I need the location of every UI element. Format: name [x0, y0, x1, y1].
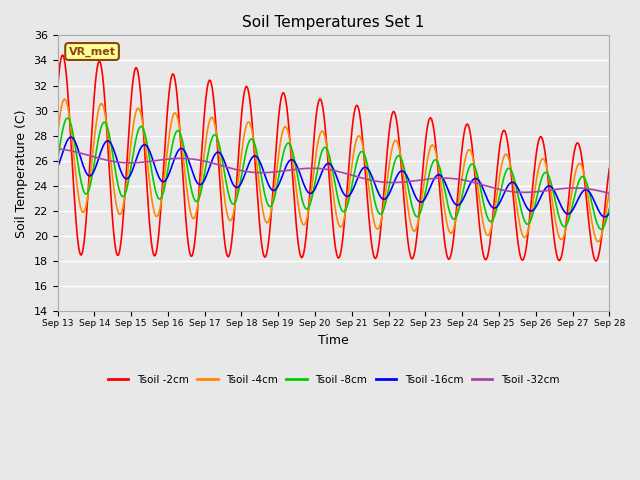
- Tsoil -4cm: [470, 159, 477, 165]
- X-axis label: Time: Time: [318, 334, 349, 347]
- Tsoil -4cm: [61, 96, 68, 102]
- Tsoil -32cm: [422, 177, 430, 182]
- Tsoil -16cm: [470, 176, 477, 182]
- Tsoil -16cm: [605, 210, 613, 216]
- Tsoil -4cm: [304, 210, 312, 216]
- Tsoil -4cm: [605, 189, 613, 195]
- Tsoil -32cm: [303, 166, 311, 171]
- Tsoil -2cm: [380, 192, 387, 198]
- Tsoil -32cm: [196, 157, 204, 163]
- Line: Tsoil -16cm: Tsoil -16cm: [58, 137, 609, 217]
- Tsoil -32cm: [151, 158, 159, 164]
- Tsoil -4cm: [380, 203, 387, 209]
- Tsoil -16cm: [423, 192, 431, 198]
- Tsoil -8cm: [304, 205, 312, 211]
- Tsoil -2cm: [196, 168, 204, 174]
- Tsoil -32cm: [469, 180, 477, 185]
- Tsoil -2cm: [152, 250, 160, 256]
- Tsoil -8cm: [423, 182, 431, 188]
- Legend: Tsoil -2cm, Tsoil -4cm, Tsoil -8cm, Tsoil -16cm, Tsoil -32cm: Tsoil -2cm, Tsoil -4cm, Tsoil -8cm, Tsoi…: [103, 371, 563, 389]
- Tsoil -32cm: [379, 179, 387, 185]
- Tsoil -32cm: [605, 191, 613, 196]
- Tsoil -2cm: [423, 127, 431, 133]
- Tsoil -16cm: [196, 182, 204, 188]
- Title: Soil Temperatures Set 1: Soil Temperatures Set 1: [242, 15, 424, 30]
- Tsoil -2cm: [605, 166, 613, 171]
- Tsoil -8cm: [470, 162, 477, 168]
- Tsoil -16cm: [601, 214, 609, 220]
- Tsoil -8cm: [64, 115, 72, 121]
- Tsoil -2cm: [593, 258, 600, 264]
- Line: Tsoil -4cm: Tsoil -4cm: [58, 99, 609, 242]
- Tsoil -16cm: [54, 165, 61, 170]
- Tsoil -8cm: [152, 190, 160, 196]
- Tsoil -4cm: [595, 239, 602, 245]
- Tsoil -16cm: [304, 189, 312, 195]
- Line: Tsoil -8cm: Tsoil -8cm: [58, 118, 609, 229]
- Tsoil -8cm: [196, 192, 204, 197]
- Tsoil -8cm: [380, 207, 387, 213]
- Tsoil -16cm: [380, 196, 387, 202]
- Text: VR_met: VR_met: [68, 47, 116, 57]
- Tsoil -2cm: [58, 52, 66, 58]
- Tsoil -32cm: [54, 146, 61, 152]
- Line: Tsoil -32cm: Tsoil -32cm: [58, 149, 609, 193]
- Tsoil -4cm: [152, 214, 160, 219]
- Tsoil -8cm: [605, 205, 613, 211]
- Tsoil -2cm: [304, 212, 312, 218]
- Tsoil -4cm: [54, 132, 61, 138]
- Tsoil -16cm: [67, 134, 75, 140]
- Tsoil -8cm: [54, 157, 61, 163]
- Y-axis label: Soil Temperature (C): Soil Temperature (C): [15, 109, 28, 238]
- Tsoil -16cm: [152, 167, 160, 173]
- Tsoil -4cm: [423, 160, 431, 166]
- Tsoil -2cm: [470, 161, 477, 167]
- Line: Tsoil -2cm: Tsoil -2cm: [58, 55, 609, 261]
- Tsoil -8cm: [597, 227, 605, 232]
- Tsoil -4cm: [196, 184, 204, 190]
- Tsoil -2cm: [54, 87, 61, 93]
